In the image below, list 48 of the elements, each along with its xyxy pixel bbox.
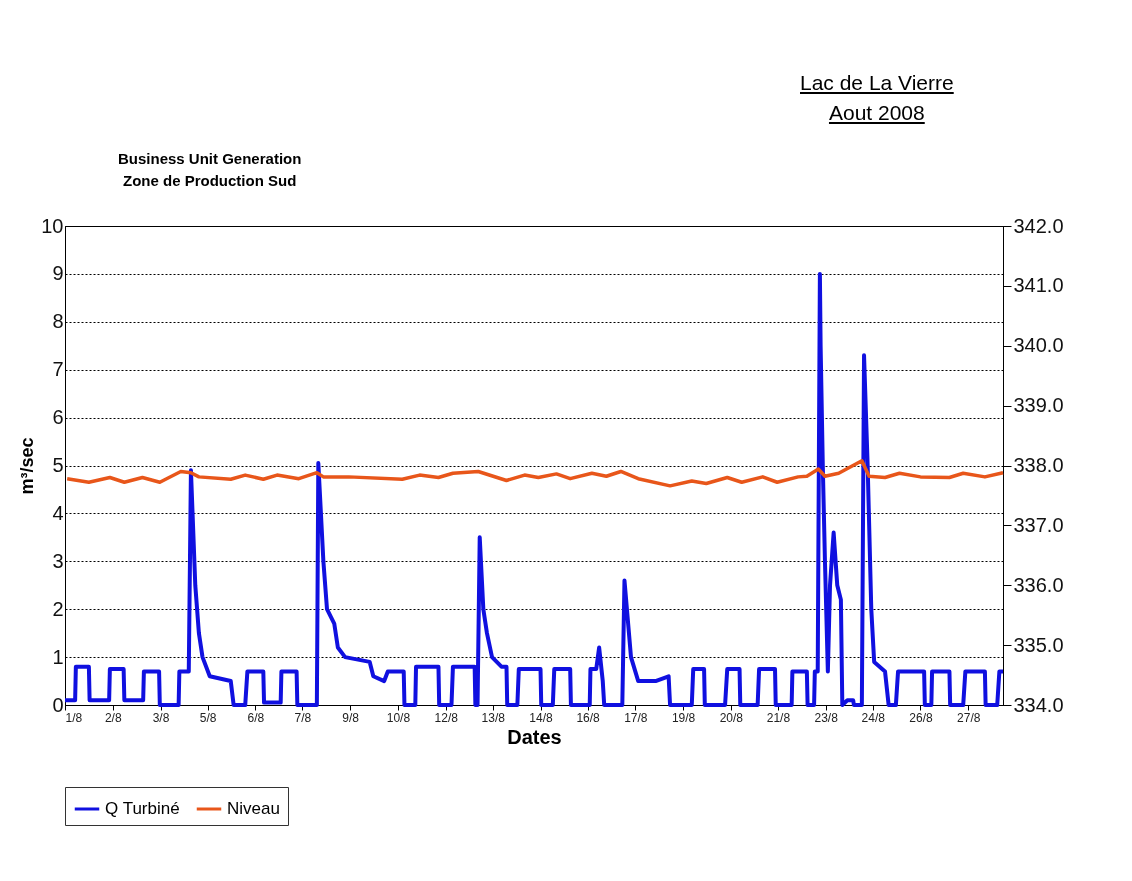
legend-label: Niveau (227, 799, 280, 818)
y2-tick-label: 341.0 (1013, 274, 1064, 297)
x-tick-label: 17/8 (624, 710, 648, 725)
x-tick-label: 12/8 (434, 710, 459, 725)
y2-tick-label: 339.0 (1013, 394, 1064, 417)
x-tick-label: 1/8 (65, 710, 83, 725)
x-tick-label: 26/8 (909, 710, 933, 725)
y2-tick-label: 342.0 (1013, 214, 1064, 237)
x-tick-label: 14/8 (529, 710, 554, 725)
y-tick-label: 2 (52, 597, 64, 620)
y2-tick-label: 334.0 (1013, 693, 1064, 716)
x-tick-label: 23/8 (814, 710, 839, 725)
y2-tick-label: 337.0 (1013, 513, 1064, 536)
y2-tick-label: 336.0 (1013, 573, 1064, 596)
x-tick-label: 5/8 (199, 710, 217, 725)
y-tick-label: 7 (52, 358, 64, 381)
y2-tick-label: 338.0 (1013, 454, 1064, 476)
y-axis-title: m³/sec (17, 437, 38, 495)
x-tick-label: 20/8 (719, 710, 744, 725)
x-tick-label: 10/8 (386, 710, 411, 725)
x-tick-label: 9/8 (342, 710, 360, 725)
text: Zone de Production Sud (122, 171, 298, 191)
chart-subtitle: Aout 2008 (827, 100, 926, 126)
text: Business Unit Generation (118, 149, 302, 169)
x-tick-label: 2/8 (104, 710, 122, 725)
x-tick-label: 13/8 (481, 710, 506, 725)
y-tick-label: 3 (52, 549, 64, 572)
y2-tick-label: 335.0 (1013, 633, 1064, 656)
x-tick-label: 19/8 (671, 710, 696, 725)
y-tick-label: 4 (52, 501, 64, 524)
x-tick-label: 24/8 (861, 710, 886, 725)
y-tick-label: 5 (52, 454, 64, 476)
y-tick-label: 10 (41, 214, 64, 237)
chart-title: Lac de La Vierre (800, 70, 954, 96)
legend-label: Q Turbiné (105, 799, 180, 818)
x-tick-label: 7/8 (294, 710, 312, 725)
y-tick-label: 1 (52, 645, 64, 668)
x-tick-label: 3/8 (152, 710, 170, 725)
y2-tick-label: 340.0 (1013, 334, 1064, 357)
x-tick-label: 21/8 (766, 710, 791, 725)
y-tick-label: 8 (52, 310, 64, 333)
x-axis-title: Dates (507, 725, 562, 748)
x-tick-label: 6/8 (247, 710, 265, 725)
y-tick-label: 9 (52, 262, 64, 285)
x-tick-label: 27/8 (957, 710, 981, 725)
x-tick-label: 16/8 (576, 710, 601, 725)
y-tick-label: 0 (52, 693, 64, 716)
y-tick-label: 6 (52, 406, 64, 429)
